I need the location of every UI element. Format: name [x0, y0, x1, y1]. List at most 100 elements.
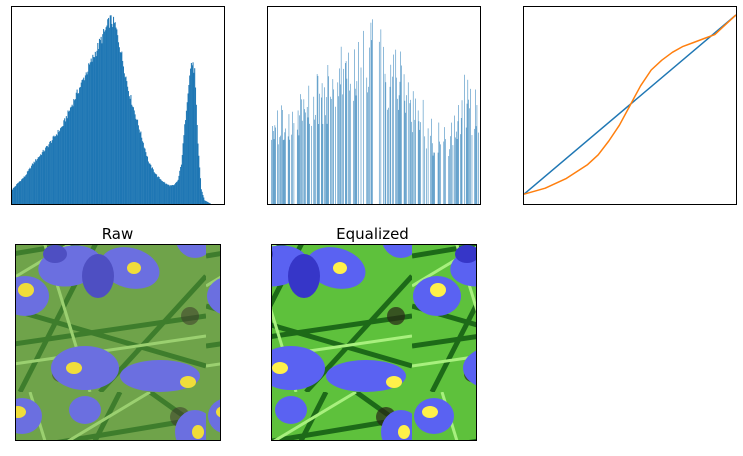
histogram-bar [398, 110, 399, 204]
histogram-bar [477, 105, 478, 204]
raw-image-title: Raw [102, 225, 134, 243]
histogram-bar [309, 124, 310, 204]
histogram-bar [423, 100, 424, 204]
histogram-bar [289, 114, 290, 204]
histogram-bar [404, 74, 405, 204]
histogram-bar [309, 86, 310, 204]
histogram-bar [283, 140, 284, 204]
histogram-bar [381, 29, 382, 204]
histogram-bar [451, 123, 452, 204]
histogram-bar [450, 136, 451, 204]
histogram-bar [372, 40, 373, 204]
histogram-bar [396, 78, 397, 204]
histogram-bar [449, 149, 450, 204]
histogram-bar [458, 105, 459, 204]
histogram-bar [432, 143, 433, 204]
equalized-histogram [271, 19, 479, 204]
histogram-bar [278, 144, 279, 204]
histogram-bar [301, 99, 302, 204]
histogram-bar [371, 23, 372, 204]
histogram-bar [379, 42, 380, 204]
histogram-bar [411, 122, 412, 204]
histogram-bar [433, 156, 434, 204]
histogram-bar [355, 89, 356, 204]
histogram-bar [281, 105, 282, 204]
histogram-bar [311, 126, 312, 204]
histogram-bar [456, 132, 457, 204]
histogram-bar [474, 129, 475, 204]
histogram-bar [388, 108, 389, 204]
histogram-bar [328, 65, 329, 204]
histogram-bar [455, 137, 456, 204]
histogram-bar [350, 84, 351, 204]
histogram-bar [406, 95, 407, 204]
histogram-bar [412, 132, 413, 204]
histogram-bar [399, 95, 400, 204]
histogram-bar [434, 152, 435, 204]
histogram-bar [288, 136, 289, 204]
histogram-bar [386, 82, 387, 204]
histogram-bar [361, 67, 362, 204]
histogram-bar [280, 137, 281, 204]
histogram-bar [319, 94, 320, 204]
histogram-bar [343, 94, 344, 204]
histogram-bar [317, 74, 318, 204]
histogram-bar [335, 107, 336, 204]
histogram-bar [319, 124, 320, 204]
histogram-bar [466, 128, 467, 204]
histogram-bar [439, 123, 440, 204]
histogram-bar [420, 122, 421, 204]
histogram-bar [308, 117, 309, 204]
histogram-bar [413, 91, 414, 204]
raw-histogram [12, 15, 211, 204]
histogram-bar [439, 142, 440, 204]
histogram-bar [325, 115, 326, 204]
histogram-bar [349, 91, 350, 204]
histogram-bar [275, 125, 276, 204]
histogram-bar [396, 50, 397, 204]
histogram-bar [445, 139, 446, 204]
cdf-plot [524, 15, 736, 194]
histogram-bar [453, 145, 454, 204]
histogram-bar [315, 115, 316, 204]
histogram-bar [434, 153, 435, 204]
histogram-bar [353, 101, 354, 204]
histogram-bar [275, 128, 276, 204]
histogram-bar [458, 121, 459, 204]
histogram-bar [372, 19, 373, 204]
histogram-bar [438, 153, 439, 204]
histogram-bar [392, 77, 393, 204]
histogram-bar [339, 68, 340, 204]
histogram-bar [367, 92, 368, 204]
histogram-bar [347, 79, 348, 204]
histogram-bar [420, 130, 421, 204]
histogram-bar [462, 100, 463, 204]
histogram-bar [397, 99, 398, 204]
histogram-bar [467, 104, 468, 204]
histogram-bar [348, 53, 349, 204]
histogram-bar [410, 100, 411, 204]
equalized-image-title: Equalized [336, 225, 409, 243]
histogram-bar [472, 135, 473, 204]
histogram-bar [323, 124, 324, 204]
histogram-bar [393, 55, 394, 204]
histogram-bar [405, 113, 406, 204]
histogram-bar [272, 126, 273, 204]
histogram-bar [304, 99, 305, 204]
histogram-bar [461, 118, 462, 204]
histogram-bar [460, 134, 461, 204]
histogram-bar [363, 31, 364, 204]
histogram-bar [358, 42, 359, 204]
histogram-bar [440, 144, 441, 204]
histogram-bar [368, 87, 369, 204]
histogram-bar [401, 66, 402, 205]
histogram-bar [282, 110, 283, 204]
histogram-bar [444, 127, 445, 204]
histogram-bar [475, 90, 476, 204]
histogram-bar [299, 115, 300, 204]
histogram-bar [401, 52, 402, 204]
histogram-bar [338, 82, 339, 204]
histogram-bar [304, 109, 305, 204]
histogram-bar [391, 65, 392, 204]
histogram-bar [454, 116, 455, 204]
